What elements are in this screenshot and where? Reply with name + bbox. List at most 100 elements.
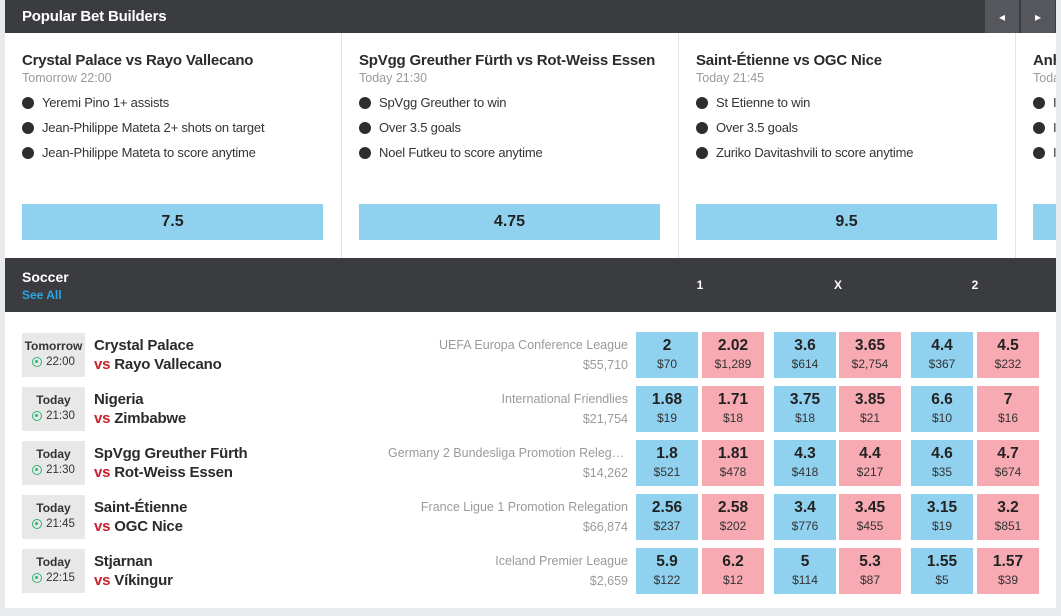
back-odds-button[interactable]: 4.4 $367 <box>911 332 973 378</box>
card-match-title: Saint-Étienne vs OGC Nice <box>696 52 882 69</box>
clock-icon <box>32 519 43 529</box>
odds-liquidity: $217 <box>856 465 884 479</box>
bet-leg-label: Zuriko Davitashvili to score anytime <box>716 145 914 160</box>
lay-odds-button[interactable]: 6.2 $12 <box>702 548 764 594</box>
odds-liquidity: $674 <box>994 465 1022 479</box>
card-match-title: SpVgg Greuther Fürth vs Rot-Weiss Essen <box>359 52 656 69</box>
see-all-link[interactable]: See All <box>22 288 62 302</box>
odds-liquidity: $87 <box>859 573 881 587</box>
bullet-icon <box>696 96 708 109</box>
back-odds-button[interactable]: 3.75 $18 <box>774 386 836 432</box>
back-odds-button[interactable]: 4.3 $418 <box>774 440 836 486</box>
kickoff-day: Today <box>36 501 71 515</box>
back-odds-button[interactable]: 6.6 $10 <box>911 386 973 432</box>
competition-name: France Ligue 1 Promotion Relegation <box>420 500 628 514</box>
back-odds-button[interactable]: 5.9 $122 <box>636 548 698 594</box>
bullet-icon <box>1033 146 1045 159</box>
bet-leg-label: I <box>1053 95 1056 110</box>
kickoff-time-box: Today 21:45 <box>22 495 85 539</box>
back-odds-button[interactable]: 1.8 $521 <box>636 440 698 486</box>
kickoff-time-box: Today 21:30 <box>22 387 85 431</box>
bet-builder-odds-button[interactable]: 9.5 <box>696 204 997 240</box>
away-team-line[interactable]: vs OGC Nice <box>94 518 183 535</box>
back-odds-button[interactable]: 2.56 $237 <box>636 494 698 540</box>
lay-odds-button[interactable]: 4.5 $232 <box>977 332 1039 378</box>
odds-price: 3.75 <box>789 391 821 408</box>
back-odds-button[interactable]: 1.55 $5 <box>911 548 973 594</box>
lay-odds-button[interactable]: 3.85 $21 <box>839 386 901 432</box>
lay-odds-button[interactable]: 3.65 $2,754 <box>839 332 901 378</box>
market-row[interactable]: Tomorrow 22:00 Crystal Palace vs Rayo Vallec… <box>5 327 1056 381</box>
odds-liquidity: $776 <box>791 519 819 533</box>
carousel-prev-button[interactable]: ◂ <box>985 0 1019 33</box>
back-odds-button[interactable]: 4.6 $35 <box>911 440 973 486</box>
odds-liquidity: $16 <box>997 411 1019 425</box>
bet-leg-label: Over 3.5 goals <box>716 120 798 135</box>
bet-builder-card-partial: Anhalt Today I I I <box>1016 33 1056 258</box>
odds-liquidity: $18 <box>722 411 744 425</box>
lay-odds-button[interactable]: 5.3 $87 <box>839 548 901 594</box>
bet-leg: I <box>1033 145 1056 160</box>
back-odds-button[interactable]: 1.68 $19 <box>636 386 698 432</box>
market-row[interactable]: Today 22:15 Stjarnan vs Víkingur Iceland Prem… <box>5 543 1056 597</box>
vs-label: vs <box>94 518 111 535</box>
away-team-line[interactable]: vs Rot-Weiss Essen <box>94 464 233 481</box>
bet-leg: Yeremi Pino 1+ assists <box>22 95 169 110</box>
lay-odds-button[interactable]: 2.02 $1,289 <box>702 332 764 378</box>
card-match-title: Anhalt <box>1033 52 1056 69</box>
kickoff-time-label: 22:00 <box>46 356 75 368</box>
away-team-line[interactable]: vs Rayo Vallecano <box>94 356 222 373</box>
home-team[interactable]: Crystal Palace <box>94 337 194 354</box>
carousel-next-button[interactable]: ▸ <box>1021 0 1055 33</box>
odds-liquidity: $614 <box>791 357 819 371</box>
bet-builder-odds-button[interactable]: 7.5 <box>22 204 323 240</box>
lay-odds-button[interactable]: 1.57 $39 <box>977 548 1039 594</box>
home-team[interactable]: Saint-Étienne <box>94 499 188 516</box>
back-odds-button[interactable]: 3.15 $19 <box>911 494 973 540</box>
odds-liquidity: $5 <box>935 573 949 587</box>
odds-price: 5.9 <box>656 553 678 570</box>
lay-odds-button[interactable]: 1.71 $18 <box>702 386 764 432</box>
odds-price: 4.6 <box>931 445 953 462</box>
back-odds-button[interactable]: 2 $70 <box>636 332 698 378</box>
odds-price: 1.68 <box>651 391 683 408</box>
bet-leg: Zuriko Davitashvili to score anytime <box>696 145 913 160</box>
bullet-icon <box>359 96 371 109</box>
market-row[interactable]: Today 21:45 Saint-Étienne vs OGC Nice France … <box>5 489 1056 543</box>
bet-leg: Jean-Philippe Mateta 2+ shots on target <box>22 120 265 135</box>
bet-builder-odds-button[interactable] <box>1033 204 1056 240</box>
market-row[interactable]: Today 21:30 Nigeria vs Zimbabwe International… <box>5 381 1056 435</box>
bullet-icon <box>696 146 708 159</box>
lay-odds-button[interactable]: 7 $16 <box>977 386 1039 432</box>
lay-odds-button[interactable]: 2.58 $202 <box>702 494 764 540</box>
home-team[interactable]: SpVgg Greuther Fürth <box>94 445 248 462</box>
lay-odds-button[interactable]: 3.2 $851 <box>977 494 1039 540</box>
back-odds-button[interactable]: 3.4 $776 <box>774 494 836 540</box>
back-odds-button[interactable]: 3.6 $614 <box>774 332 836 378</box>
lay-odds-button[interactable]: 4.7 $674 <box>977 440 1039 486</box>
bet-leg-label: Yeremi Pino 1+ assists <box>42 95 169 110</box>
home-team[interactable]: Stjarnan <box>94 553 153 570</box>
vs-label: vs <box>94 356 111 373</box>
lay-odds-button[interactable]: 3.45 $455 <box>839 494 901 540</box>
odds-liquidity: $19 <box>931 519 953 533</box>
odds-price: 2.56 <box>651 499 683 516</box>
lay-odds-button[interactable]: 4.4 $217 <box>839 440 901 486</box>
away-team-line[interactable]: vs Víkingur <box>94 572 173 589</box>
kickoff-time: 21:30 <box>22 464 85 476</box>
bullet-icon <box>696 121 708 134</box>
soccer-header: Soccer See All 1 X 2 <box>5 258 1056 312</box>
bet-builder-card: Saint-Étienne vs OGC Nice Today 21:45 St… <box>679 33 1016 258</box>
home-team[interactable]: Nigeria <box>94 391 144 408</box>
popular-bet-builders-header: Popular Bet Builders ◂ ▸ <box>5 0 1056 33</box>
back-odds-button[interactable]: 5 $114 <box>774 548 836 594</box>
away-team-line[interactable]: vs Zimbabwe <box>94 410 186 427</box>
column-header-draw: X <box>833 278 842 292</box>
clock-icon <box>32 465 43 475</box>
odds-price: 3.4 <box>794 499 816 516</box>
market-row[interactable]: Today 21:30 SpVgg Greuther Fürth vs Rot-Weis… <box>5 435 1056 489</box>
bet-builder-odds-button[interactable]: 4.75 <box>359 204 660 240</box>
kickoff-time-label: 22:15 <box>46 572 75 584</box>
lay-odds-button[interactable]: 1.81 $478 <box>702 440 764 486</box>
odds-liquidity: $418 <box>791 465 819 479</box>
